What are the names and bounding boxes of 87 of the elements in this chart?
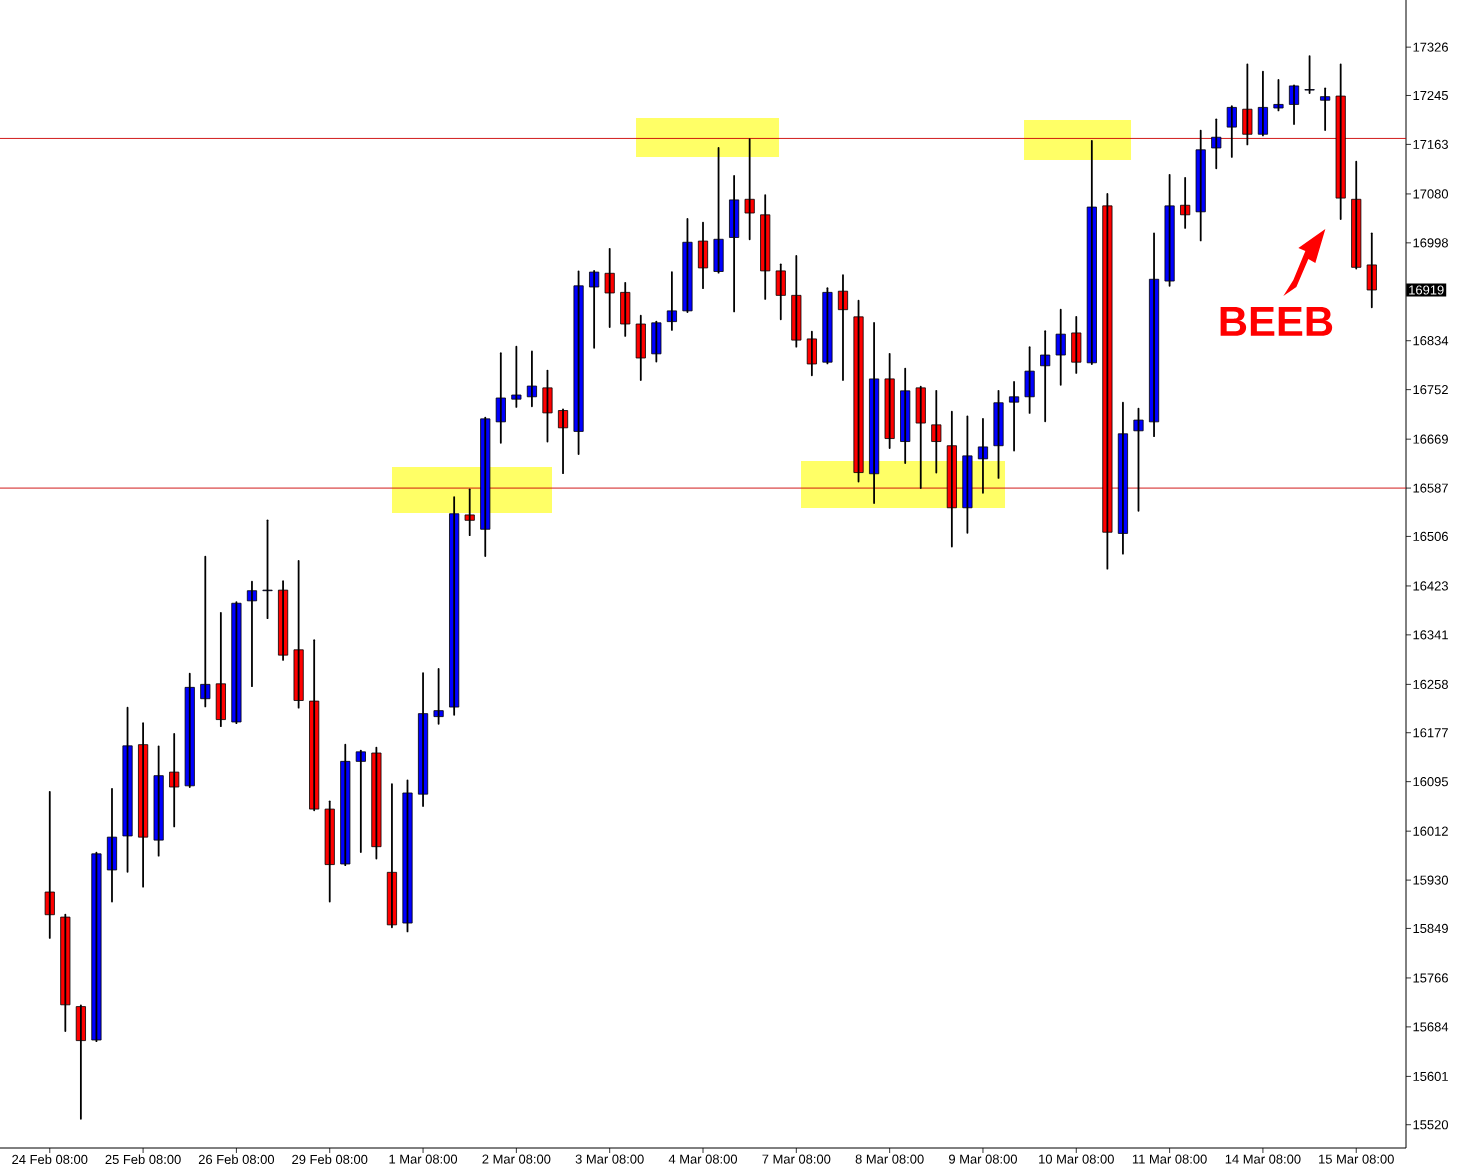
candlestick: [1164, 173, 1175, 287]
candlestick: [1335, 63, 1346, 220]
y-tick-label: 15601: [1413, 1071, 1448, 1081]
y-tick-label: 16177: [1413, 728, 1448, 738]
candlestick: [91, 851, 102, 1043]
candlestick: [791, 255, 802, 348]
y-tick-label: 15520: [1413, 1120, 1449, 1130]
candlestick: [231, 601, 242, 725]
candlestick: [775, 263, 786, 321]
y-tick-label: 16506: [1413, 531, 1448, 541]
y-tick-label: 15684: [1413, 1022, 1449, 1032]
candlestick: [402, 779, 413, 933]
x-tick-label: 24 Feb 08:00: [12, 1154, 88, 1165]
candlestick: [760, 194, 771, 300]
y-tick-label: 16752: [1413, 385, 1448, 395]
candlestick: [1071, 315, 1082, 374]
candlestick: [122, 706, 133, 873]
x-tick-label: 8 Mar 08:00: [855, 1154, 924, 1164]
y-tick-label: 16012: [1413, 826, 1448, 836]
candlestick: [713, 147, 724, 274]
candlestick: [900, 367, 911, 464]
candlestick: [542, 369, 553, 443]
candlestick: [262, 519, 273, 620]
x-tick-label: 26 Feb 08:00: [198, 1154, 275, 1165]
x-tick-label: 10 Mar 08:00: [1039, 1154, 1114, 1164]
candlestick: [324, 800, 335, 903]
y-tick-label: 15849: [1413, 923, 1448, 934]
candlestick: [1226, 105, 1237, 158]
candlestick: [44, 790, 55, 939]
candlestick: [604, 247, 615, 328]
candlestick: [495, 352, 506, 444]
x-tick-label: 7 Mar 08:00: [762, 1154, 831, 1164]
candlestick: [993, 389, 1004, 479]
candlestick: [153, 745, 164, 857]
candlestick: [1024, 346, 1035, 414]
x-tick-label: 15 Mar 08:00: [1319, 1154, 1394, 1164]
candlestick: [1320, 87, 1331, 131]
candlestick: [853, 299, 864, 483]
candlestick: [884, 352, 895, 450]
y-tick-label: 17326: [1413, 42, 1448, 52]
candlestick: [1055, 308, 1066, 386]
y-tick-label: 17245: [1413, 90, 1448, 101]
y-tick-label: 16834: [1413, 336, 1449, 346]
y-tick-label: 17080: [1413, 189, 1449, 199]
y-tick-label: 16258: [1413, 679, 1448, 689]
candlestick: [433, 667, 444, 725]
candlestick: [480, 416, 491, 557]
x-tick-label: 11 Mar 08:00: [1132, 1154, 1207, 1164]
y-tick-label: 17163: [1413, 139, 1448, 149]
y-tick-label: 15930: [1413, 875, 1449, 885]
x-tick-label: 14 Mar 08:00: [1225, 1154, 1301, 1164]
x-tick-label: 29 Feb 08:00: [292, 1154, 368, 1165]
candlestick: [1366, 232, 1377, 309]
y-tick-label: 16669: [1413, 434, 1448, 444]
text: 16919: [1409, 285, 1444, 295]
candlestick: [293, 559, 304, 709]
candlestick: [1211, 118, 1222, 170]
y-tick-label: 15766: [1413, 973, 1448, 983]
x-tick-label: 25 Feb 08:00: [105, 1154, 181, 1165]
candlestick: [620, 281, 631, 337]
y-tick-label: 16341: [1413, 630, 1448, 640]
candlestick: [511, 345, 522, 408]
candlestick: [1304, 55, 1315, 94]
candlestick: [915, 385, 926, 489]
x-tick-label: 2 Mar 08:00: [482, 1154, 551, 1164]
y-tick-label: 16587: [1413, 483, 1448, 493]
candlestick: [931, 389, 942, 474]
y-tick-label: 16423: [1413, 581, 1448, 591]
candlestick: [822, 287, 833, 365]
x-tick-label: 9 Mar 08:00: [949, 1154, 1017, 1164]
candlestick: [1009, 380, 1020, 452]
candlestick: [464, 488, 475, 537]
candlestick: [682, 218, 693, 313]
x-tick-label: 1 Mar 08:00: [389, 1154, 458, 1164]
x-tick-label: 3 Mar 08:00: [575, 1154, 644, 1164]
candlestick: [169, 733, 180, 828]
candlestick: [1273, 79, 1284, 112]
y-tick-label: 16998: [1413, 238, 1448, 248]
y-tick-label: 16095: [1413, 777, 1448, 787]
candlestick: [962, 415, 973, 534]
candlestick: [744, 138, 755, 241]
candlestick: [1133, 407, 1144, 512]
x-tick-label: 4 Mar 08:00: [668, 1154, 738, 1164]
candlestick: [1242, 63, 1253, 146]
candlestick: [573, 270, 584, 455]
annotation: BEEB: [1220, 307, 1333, 336]
candlestick: [635, 314, 646, 381]
